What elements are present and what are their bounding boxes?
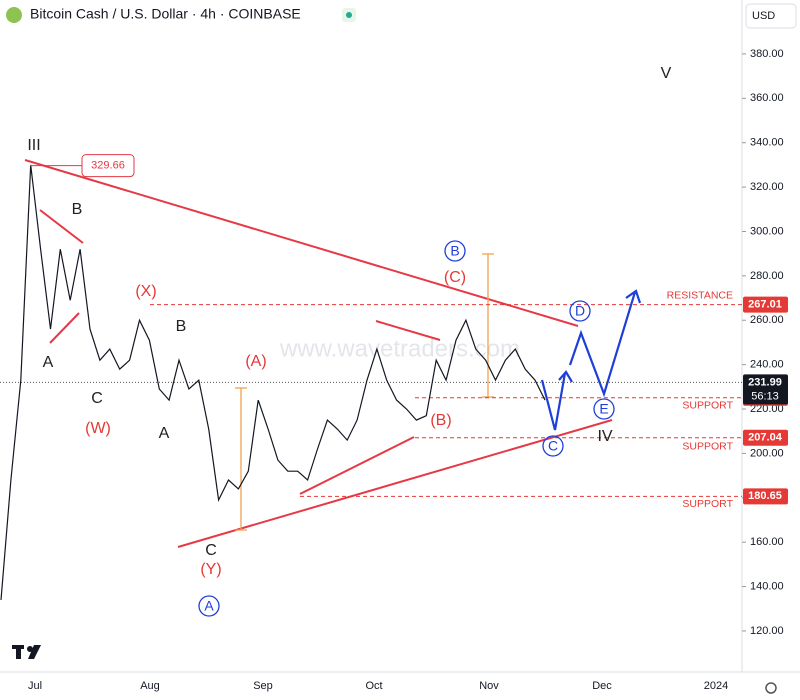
- wave-label: A: [159, 425, 170, 442]
- y-tick-label: 200.00: [750, 447, 784, 459]
- wave-label: A: [204, 598, 214, 614]
- wave-label: A: [43, 354, 54, 371]
- status-dot: [346, 12, 352, 18]
- y-tick-label: 380.00: [750, 48, 784, 60]
- wave-label: IV: [597, 428, 612, 445]
- watermark: www.wavetraders.com: [279, 335, 520, 362]
- settings-icon[interactable]: [765, 682, 777, 694]
- y-tick-label: 240.00: [750, 359, 784, 371]
- y-tick-label: 120.00: [750, 625, 784, 637]
- wave-label: C: [548, 438, 558, 454]
- level-text: RESISTANCE: [667, 289, 733, 301]
- currency-button[interactable]: [745, 3, 797, 29]
- measure-lines: [235, 253, 494, 531]
- wave-label: (X): [135, 283, 156, 300]
- wave-label: (C): [444, 269, 466, 286]
- level-value: 180.65: [748, 490, 782, 502]
- wave-label: (B): [430, 412, 451, 429]
- last-price-box: [743, 374, 788, 405]
- wave-label: B: [450, 243, 459, 259]
- y-tick-label: 160.00: [750, 536, 784, 548]
- wave-label: E: [599, 401, 608, 417]
- projection-arrows: [540, 289, 642, 431]
- last-price: 231.99: [748, 376, 782, 388]
- y-tick-label: 220.00: [750, 403, 784, 415]
- wave-label: D: [575, 303, 585, 319]
- level-box: [743, 296, 788, 313]
- y-tick-label: 340.00: [750, 137, 784, 149]
- x-tick-label: Jul: [28, 680, 42, 692]
- x-tick-label: 2024: [704, 680, 728, 692]
- y-tick-label: 300.00: [750, 225, 784, 237]
- logo: [12, 645, 41, 659]
- wave-label: B: [176, 318, 187, 335]
- wave-label: B: [72, 201, 83, 218]
- wave-label: III: [27, 137, 40, 154]
- x-tick-label: Dec: [592, 680, 612, 692]
- x-tick-label: Oct: [365, 680, 382, 692]
- wave-circle: [444, 240, 466, 262]
- symbol-icon: [6, 7, 22, 23]
- chart-title: Bitcoin Cash / U.S. Dollar · 4h · COINBA…: [30, 6, 301, 22]
- price-line: [0, 164, 546, 600]
- level-box: [743, 429, 788, 446]
- level-value: 207.04: [748, 432, 783, 444]
- wave-circle: [198, 595, 220, 617]
- x-tick-label: Nov: [479, 680, 499, 692]
- wave-circle: [542, 435, 564, 457]
- wave-label: (A): [245, 353, 266, 370]
- countdown: 56:13: [751, 390, 779, 402]
- x-tick-label: Sep: [253, 680, 273, 692]
- y-tick-label: 260.00: [750, 314, 784, 326]
- high-label-box: [81, 154, 135, 178]
- y-tick-label: 320.00: [750, 181, 784, 193]
- level-text: SUPPORT: [682, 400, 733, 412]
- trendlines: [24, 159, 613, 548]
- x-tick-label: Aug: [140, 680, 160, 692]
- level-text: SUPPORT: [682, 441, 733, 453]
- level-text: SUPPORT: [682, 498, 733, 510]
- currency[interactable]: USD: [752, 10, 775, 22]
- wave-label: (W): [85, 420, 111, 437]
- wave-circle: [593, 398, 615, 420]
- y-tick-label: 140.00: [750, 580, 784, 592]
- wave-label: C: [205, 542, 217, 559]
- wave-label: (Y): [200, 561, 221, 578]
- wave-label: C: [91, 390, 103, 407]
- level-value: 267.01: [748, 299, 782, 311]
- y-tick-label: 360.00: [750, 92, 784, 104]
- wave-label: V: [661, 65, 672, 82]
- y-tick-label: 280.00: [750, 270, 784, 282]
- wave-circle: [569, 300, 591, 322]
- level-box: [743, 488, 788, 505]
- high-label: 329.66: [91, 160, 125, 172]
